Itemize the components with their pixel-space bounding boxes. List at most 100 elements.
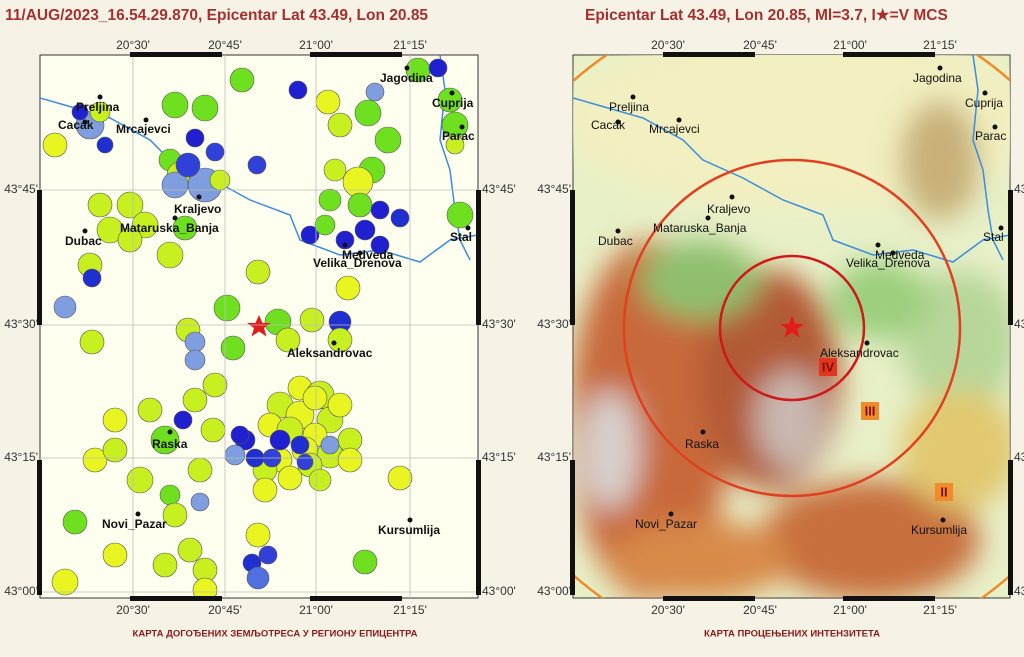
earthquake-marker <box>246 566 270 590</box>
epicenter <box>247 315 271 337</box>
earthquake-marker <box>302 385 328 411</box>
earthquake-marker <box>161 171 189 199</box>
lon-tick-label: 21°00' <box>299 38 333 52</box>
place-dot <box>331 340 337 346</box>
earthquake-marker <box>71 103 89 121</box>
place-label: Velika_Drenova <box>313 256 402 270</box>
frame-bar <box>130 52 222 57</box>
earthquake-marker <box>314 214 336 236</box>
earthquake-marker <box>299 307 325 333</box>
earthquake-marker <box>96 136 114 154</box>
earthquake-marker <box>342 166 374 198</box>
earthquake-marker <box>390 208 410 228</box>
earthquake-marker <box>173 410 193 430</box>
lat-tick-label: 43°00' <box>537 584 571 598</box>
earthquake-marker <box>161 91 189 119</box>
earthquake-marker <box>446 201 474 229</box>
place-dot <box>342 242 348 248</box>
terrain <box>573 55 1010 598</box>
place-dot <box>82 228 88 234</box>
place-dot <box>700 429 706 435</box>
earthquake-marker <box>308 468 332 492</box>
frame-bar <box>1008 190 1013 325</box>
place-dot <box>890 250 896 256</box>
left-title: 11/AUG/2023_16.54.29.870, Epicentar Lat … <box>5 7 428 24</box>
intensity-label: II <box>940 484 947 499</box>
place-dot <box>937 65 943 71</box>
frame-bar <box>310 596 402 601</box>
earthquake-marker <box>365 82 385 102</box>
right-title: Epicentar Lat 43.49, Lon 20.85, Ml=3.7, … <box>585 7 948 24</box>
earthquake-marker <box>126 466 154 494</box>
place-label: Kraljevo <box>174 202 221 216</box>
earthquake-marker <box>318 188 342 212</box>
earthquake-marker <box>335 275 361 301</box>
lat-tick-label: 43°15' <box>537 450 571 464</box>
earthquake-marker <box>247 155 267 175</box>
intensity-label: IV <box>822 359 835 374</box>
earthquake-marker <box>51 568 79 596</box>
earthquake-marker <box>213 294 241 322</box>
place-label: Novi_Pazar <box>635 517 697 531</box>
earthquake-marker <box>82 447 108 473</box>
place-label: Aleksandrovac <box>820 346 899 360</box>
lat-tick-label: 43°45' <box>482 182 516 196</box>
earthquake-marker <box>202 372 228 398</box>
place-dot <box>668 511 674 517</box>
earthquake-marker <box>387 465 413 491</box>
place-label: Cuprija <box>432 96 474 110</box>
frame-bar <box>1008 460 1013 595</box>
earthquake-marker <box>288 80 308 100</box>
earthquake-marker <box>224 444 246 466</box>
earthquake-marker <box>327 112 353 138</box>
earthquake-marker <box>42 132 68 158</box>
frame-bar <box>570 460 575 595</box>
place-dot <box>407 517 413 523</box>
place-label: Mataruska_Banja <box>120 221 219 235</box>
earthquake-marker <box>428 58 448 78</box>
intensity-box <box>861 402 879 420</box>
earthquake-marker <box>374 126 402 154</box>
earthquake-marker <box>82 268 102 288</box>
place-dot <box>449 90 455 96</box>
earthquake-marker <box>137 397 163 423</box>
lon-tick-label: 21°15' <box>393 38 427 52</box>
place-label: Dubac <box>598 234 633 248</box>
place-label: Raska <box>152 437 188 451</box>
earthquake-marker <box>185 128 205 148</box>
earthquake-marker <box>192 577 218 598</box>
place-label: Kursumlija <box>911 523 967 537</box>
lat-tick-label: 43°30' <box>4 317 38 331</box>
earthquake-marker <box>269 429 291 451</box>
earthquake-marker <box>177 537 203 563</box>
place-label: Mrcajevci <box>649 122 700 136</box>
earthquake-marker <box>62 509 88 535</box>
lat-tick-label: 43°00' <box>1014 584 1024 598</box>
place-dot <box>729 194 735 200</box>
earthquake-marker <box>220 335 246 361</box>
earthquake-marker <box>296 453 314 471</box>
lon-tick-label: 21°15' <box>923 603 957 617</box>
intensity-label: III <box>865 403 876 418</box>
place-dot <box>864 340 870 346</box>
earthquake-marker <box>102 407 128 433</box>
place-label: Aleksandrovac <box>287 346 373 360</box>
earthquake-marker <box>229 67 255 93</box>
lon-tick-label: 21°15' <box>393 603 427 617</box>
place-dot <box>992 124 998 130</box>
lon-tick-label: 20°45' <box>743 38 777 52</box>
lat-tick-label: 43°15' <box>1014 450 1024 464</box>
earthquake-marker <box>205 142 225 162</box>
place-dot <box>167 429 173 435</box>
place-label: Jagodina <box>380 71 433 85</box>
place-dot <box>465 225 471 231</box>
lat-tick-label: 43°15' <box>482 450 516 464</box>
frame-bar <box>663 596 755 601</box>
earthquake-marker <box>156 241 184 269</box>
earthquake-marker <box>79 329 105 355</box>
place-dot <box>404 65 410 71</box>
place-label: Medveda <box>342 248 394 262</box>
frame-bar <box>310 52 402 57</box>
